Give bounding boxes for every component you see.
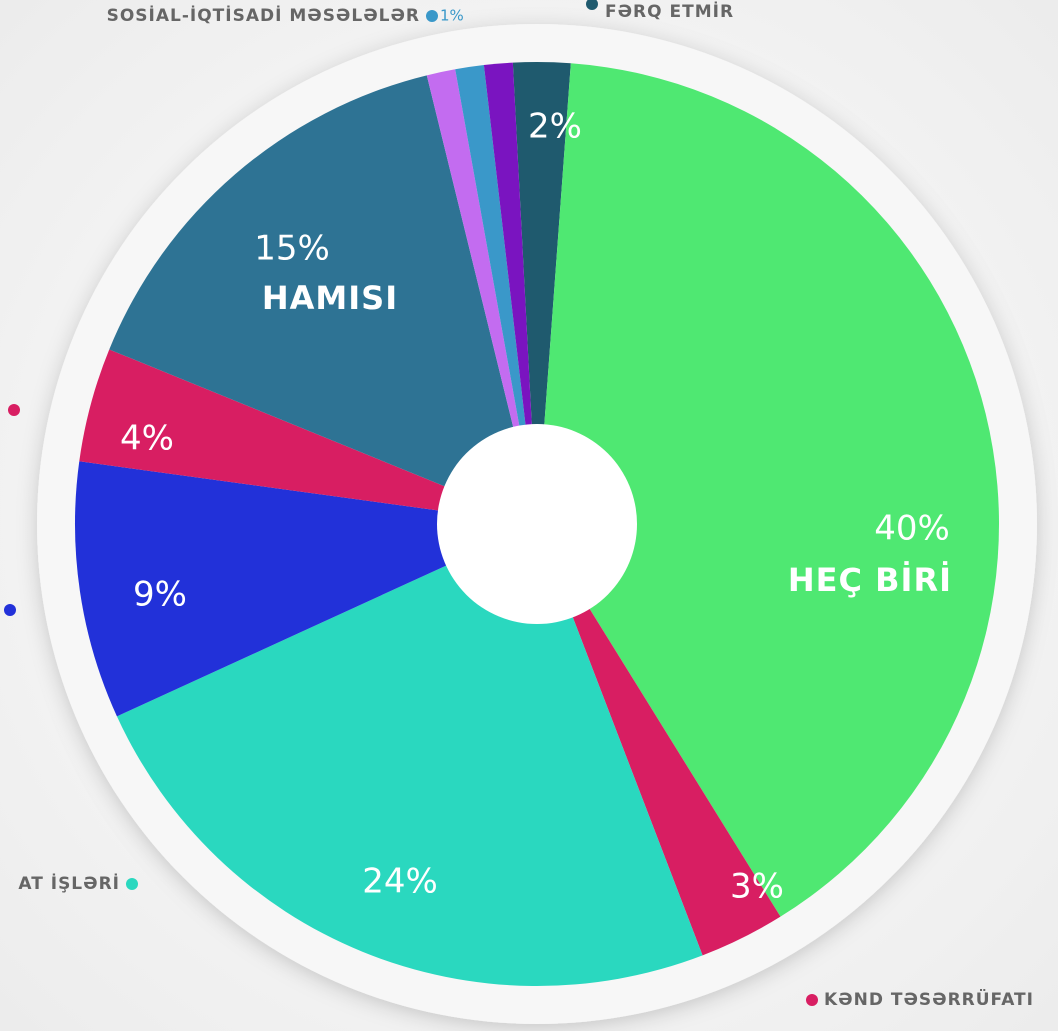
pie-slice — [109, 75, 537, 524]
slice-value-label: 40% — [874, 509, 950, 549]
legend-dot — [806, 994, 818, 1006]
pie-slice — [79, 349, 537, 524]
pie-slice — [537, 524, 781, 956]
slice-name-label: HEÇ BİRİ — [788, 561, 952, 599]
slice-name-label: HAMISI — [262, 279, 398, 317]
pie-slice — [426, 69, 537, 524]
legend-value-label: 1% — [440, 7, 464, 25]
slice-value-label: 15% — [254, 229, 330, 269]
legend-dot — [586, 0, 598, 10]
pie-slice — [455, 65, 537, 525]
slice-value-label: 2% — [528, 107, 582, 147]
pie-slice — [537, 63, 999, 917]
slice-value-label: 9% — [133, 575, 187, 615]
legend-dot — [426, 10, 438, 22]
pie-slice — [116, 524, 703, 986]
slice-value-label: 24% — [362, 862, 438, 902]
pie-slice — [512, 62, 571, 525]
legend-label: FƏRQ ETMİR — [605, 0, 734, 22]
legend-dot — [4, 604, 16, 616]
pie-slice — [74, 461, 537, 717]
slices — [74, 62, 999, 986]
slice-value-label: 4% — [120, 419, 174, 459]
slice-value-label: 3% — [730, 867, 784, 907]
legend-dot — [126, 878, 138, 890]
center-hole — [437, 424, 637, 624]
legend-dot — [8, 404, 20, 416]
pie-slice — [483, 62, 537, 525]
legend-label: KƏND TƏSƏRRÜFATI — [824, 988, 1034, 1010]
legend-label: SOSİAL-İQTİSADİ MƏSƏLƏLƏR — [107, 4, 420, 26]
legend-label: AT İŞLƏRİ — [18, 872, 120, 894]
